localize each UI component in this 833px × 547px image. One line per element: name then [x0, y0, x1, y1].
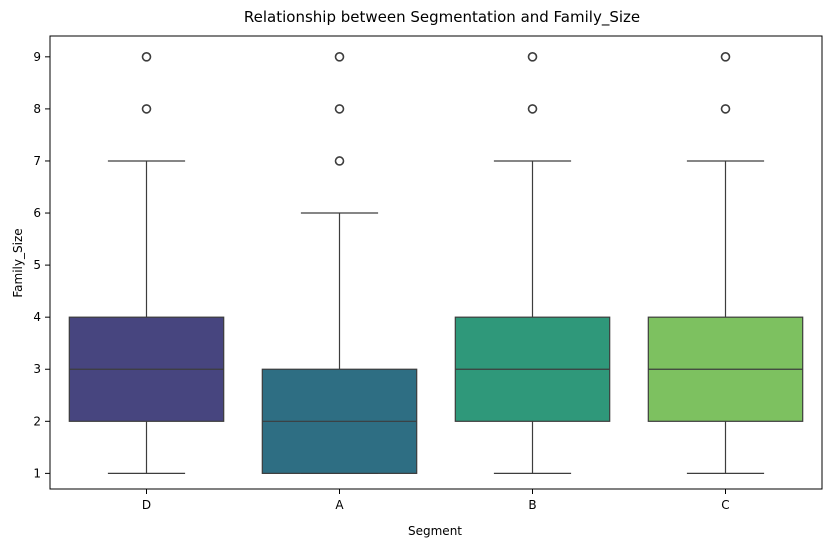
outlier-point	[527, 52, 538, 62]
x-tick-label: D	[142, 498, 151, 512]
y-axis-label: Family_Size	[11, 228, 25, 297]
y-tick-label: 5	[33, 258, 41, 272]
y-tick-label: 9	[33, 50, 41, 64]
outlier-point	[527, 104, 538, 114]
axes-layer: 1 2 3 4 5 6 7 8 9 D A B C	[33, 35, 823, 512]
y-tick-label: 6	[33, 206, 41, 220]
box-B	[454, 52, 611, 474]
y-tick-label: 3	[33, 362, 41, 376]
x-tick-label: A	[335, 498, 344, 512]
boxes-layer	[68, 52, 804, 474]
outlier-point	[334, 156, 345, 166]
box-D	[68, 52, 225, 474]
x-tick-label: B	[528, 498, 536, 512]
y-tick-label: 4	[33, 310, 41, 324]
x-tick-label: C	[721, 498, 729, 512]
outlier-point	[720, 104, 731, 114]
outlier-point	[334, 104, 345, 114]
y-tick-label: 7	[33, 154, 41, 168]
outlier-point	[141, 104, 152, 114]
plot-frame	[49, 35, 823, 490]
box-C	[647, 52, 804, 474]
x-axis-label: Segment	[408, 524, 462, 538]
box-A	[261, 52, 418, 474]
y-tick-label: 2	[33, 414, 41, 428]
outlier-point	[334, 52, 345, 62]
outlier-point	[141, 52, 152, 62]
y-tick-label: 1	[33, 466, 41, 480]
outlier-point	[720, 52, 731, 62]
chart-title: Relationship between Segmentation and Fa…	[244, 8, 640, 27]
y-tick-label: 8	[33, 102, 41, 116]
